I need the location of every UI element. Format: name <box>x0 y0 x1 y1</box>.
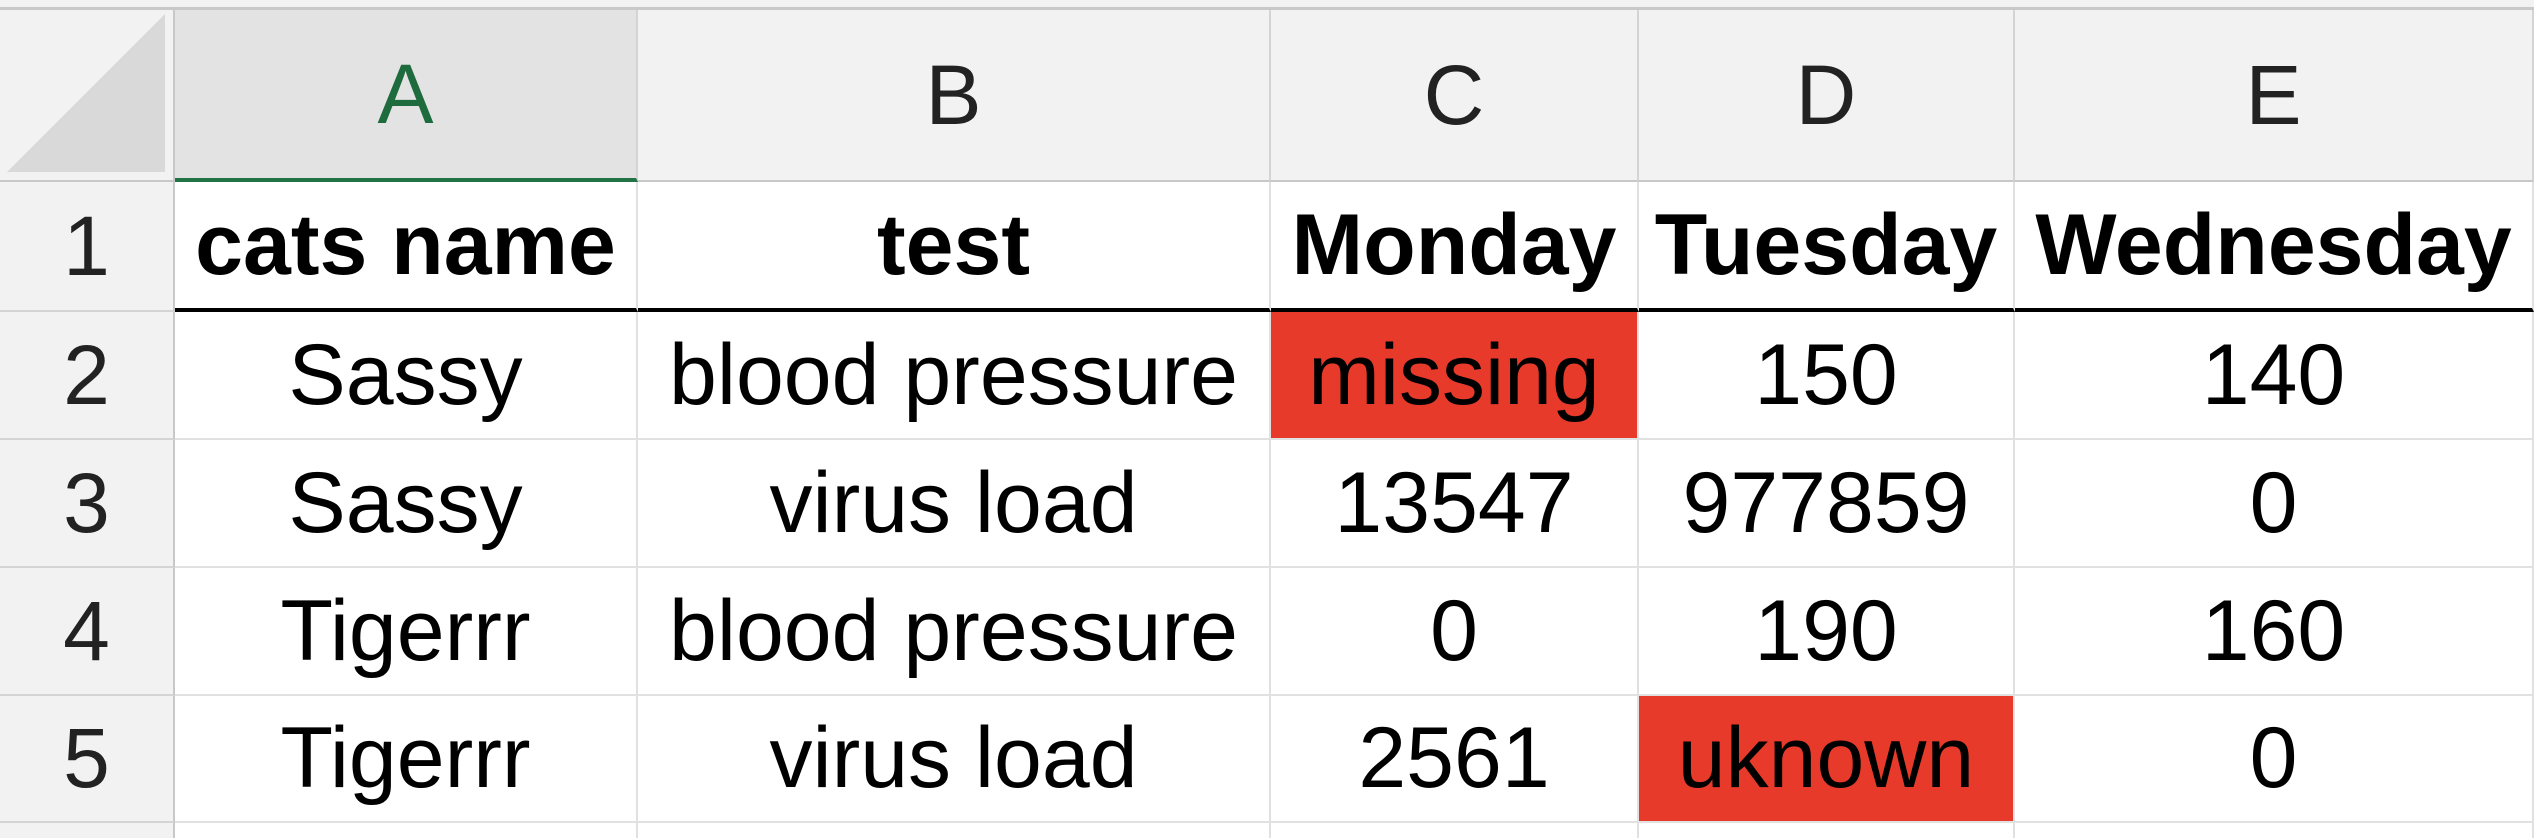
cell-d2[interactable]: 150 <box>1639 312 2015 440</box>
cell-a1[interactable]: cats name <box>175 182 638 312</box>
row-header-partial[interactable] <box>0 823 175 838</box>
cell-a5[interactable]: Tigerrr <box>175 696 638 823</box>
cell-e3[interactable]: 0 <box>2015 440 2534 568</box>
row-header-3[interactable]: 3 <box>0 440 175 568</box>
cell-d4[interactable]: 190 <box>1639 568 2015 696</box>
cell-d3[interactable]: 977859 <box>1639 440 2015 568</box>
column-header-a[interactable]: A <box>175 10 638 182</box>
cell-b5[interactable]: virus load <box>638 696 1271 823</box>
cell-b2[interactable]: blood pressure <box>638 312 1271 440</box>
cell-a4[interactable]: Tigerrr <box>175 568 638 696</box>
column-header-e[interactable]: E <box>2015 10 2534 182</box>
cell-c2[interactable]: missing <box>1271 312 1639 440</box>
cell-a6-partial[interactable] <box>175 823 638 838</box>
row-header-2[interactable]: 2 <box>0 312 175 440</box>
cell-b3[interactable]: virus load <box>638 440 1271 568</box>
cell-d6-partial[interactable] <box>1639 823 2015 838</box>
cell-c1[interactable]: Monday <box>1271 182 1639 312</box>
cell-d1[interactable]: Tuesday <box>1639 182 2015 312</box>
cell-e6-partial[interactable] <box>2015 823 2534 838</box>
cell-e2[interactable]: 140 <box>2015 312 2534 440</box>
cell-b6-partial[interactable] <box>638 823 1271 838</box>
column-header-b[interactable]: B <box>638 10 1271 182</box>
cell-e1[interactable]: Wednesday <box>2015 182 2534 312</box>
cell-c3[interactable]: 13547 <box>1271 440 1639 568</box>
cell-c6-partial[interactable] <box>1271 823 1639 838</box>
select-all-triangle-icon <box>7 14 165 172</box>
cell-e5[interactable]: 0 <box>2015 696 2534 823</box>
cell-e4[interactable]: 160 <box>2015 568 2534 696</box>
column-header-c[interactable]: C <box>1271 10 1639 182</box>
row-header-4[interactable]: 4 <box>0 568 175 696</box>
cell-a2[interactable]: Sassy <box>175 312 638 440</box>
cell-b1[interactable]: test <box>638 182 1271 312</box>
row-header-5[interactable]: 5 <box>0 696 175 823</box>
cell-b4[interactable]: blood pressure <box>638 568 1271 696</box>
column-header-d[interactable]: D <box>1639 10 2015 182</box>
row-header-1[interactable]: 1 <box>0 182 175 312</box>
cell-c4[interactable]: 0 <box>1271 568 1639 696</box>
cell-c5[interactable]: 2561 <box>1271 696 1639 823</box>
select-all-corner[interactable] <box>0 10 175 182</box>
cell-a3[interactable]: Sassy <box>175 440 638 568</box>
grid-top-edge <box>0 0 2534 10</box>
cell-d5[interactable]: uknown <box>1639 696 2015 823</box>
